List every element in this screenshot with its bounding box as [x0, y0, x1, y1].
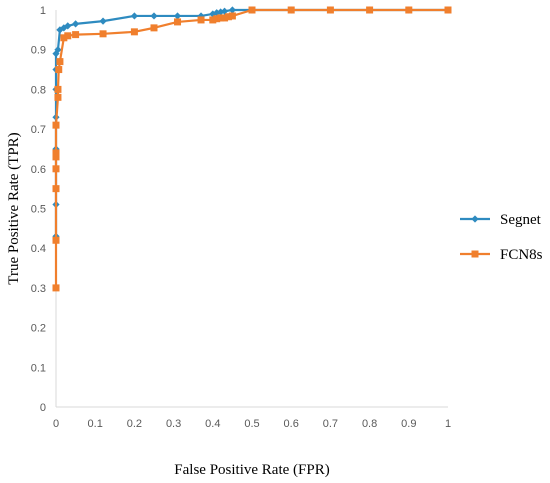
y-tick-labels: 0 0.1 0.2 0.3 0.4 0.5 0.6 0.7 0.8 0.9 1: [31, 5, 46, 414]
data-point: [54, 93, 62, 101]
data-point: [197, 16, 205, 24]
data-point: [130, 12, 138, 20]
data-point: [99, 17, 107, 25]
y-tick-label: 0.8: [31, 84, 46, 96]
data-point: [56, 26, 64, 34]
x-tick-label: 0.7: [323, 418, 338, 430]
data-point: [444, 6, 452, 14]
y-tick-label: 0.9: [31, 45, 46, 57]
series-line: [54, 8, 448, 288]
legend-item-segnet: Segnet: [460, 212, 542, 228]
data-point: [55, 66, 63, 74]
y-tick-label: 0.5: [31, 204, 46, 216]
data-point: [56, 58, 64, 66]
x-tick-label: 0.2: [127, 418, 142, 430]
y-tick-label: 0.4: [31, 243, 46, 255]
data-point: [174, 18, 182, 26]
x-tick-label: 0.6: [284, 418, 299, 430]
data-point: [224, 13, 232, 21]
data-point: [150, 12, 158, 20]
data-point: [72, 20, 80, 28]
data-point: [130, 28, 138, 36]
series-line: [54, 8, 448, 237]
x-tick-label: 0.9: [401, 418, 416, 430]
legend-marker: [471, 215, 479, 223]
data-point: [213, 15, 221, 23]
x-tick-label: 0.5: [244, 418, 259, 430]
data-point: [60, 34, 68, 42]
data-point: [54, 85, 62, 93]
data-point: [228, 6, 236, 14]
series-segnet: [52, 6, 452, 240]
data-point: [99, 30, 107, 38]
y-tick-label: 0.2: [31, 323, 46, 335]
x-tick-label: 0: [53, 418, 59, 430]
legend-label: Segnet: [500, 212, 542, 228]
x-tick-label: 1: [445, 418, 451, 430]
y-tick-label: 0.6: [31, 164, 46, 176]
legend-item-fcn8s: FCN8s: [460, 247, 543, 263]
x-tick-label: 0.3: [166, 418, 181, 430]
data-point: [366, 6, 374, 14]
x-tick-label: 0.1: [88, 418, 103, 430]
data-point: [220, 7, 229, 15]
data-point: [405, 6, 413, 14]
data-point: [287, 6, 295, 14]
data-point: [52, 121, 60, 129]
y-tick-label: 0: [40, 402, 46, 414]
y-tick-label: 0.3: [31, 283, 46, 295]
data-point: [228, 12, 236, 20]
data-point: [52, 236, 60, 244]
data-point: [52, 153, 60, 161]
series-fcn8s: [52, 6, 452, 292]
legend-marker: [471, 250, 479, 258]
legend: Segnet FCN8s: [460, 212, 543, 263]
data-point: [209, 16, 217, 24]
y-tick-label: 1: [40, 5, 46, 17]
y-axis-title: True Positive Rate (TPR): [6, 132, 22, 284]
y-tick-label: 0.1: [31, 362, 46, 374]
data-point: [52, 185, 60, 193]
x-axis-title: False Positive Rate (FPR): [174, 462, 329, 478]
data-point: [248, 6, 256, 14]
series-layer: [52, 6, 452, 292]
y-tick-label: 0.7: [31, 124, 46, 136]
data-point: [326, 6, 334, 14]
data-point: [54, 46, 62, 54]
data-point: [52, 284, 60, 292]
x-tick-labels: 0 0.1 0.2 0.3 0.4 0.5 0.6 0.7 0.8 0.9 1: [53, 418, 451, 430]
data-point: [64, 22, 72, 30]
data-point: [221, 14, 229, 22]
x-tick-label: 0.8: [362, 418, 377, 430]
data-point: [150, 24, 158, 32]
legend-label: FCN8s: [500, 247, 543, 263]
data-point: [217, 14, 225, 22]
x-tick-label: 0.4: [205, 418, 220, 430]
data-point: [52, 165, 60, 173]
data-point: [64, 32, 72, 40]
data-point: [72, 31, 80, 39]
data-point: [52, 149, 60, 157]
data-point: [173, 12, 182, 20]
axes: [55, 10, 448, 408]
